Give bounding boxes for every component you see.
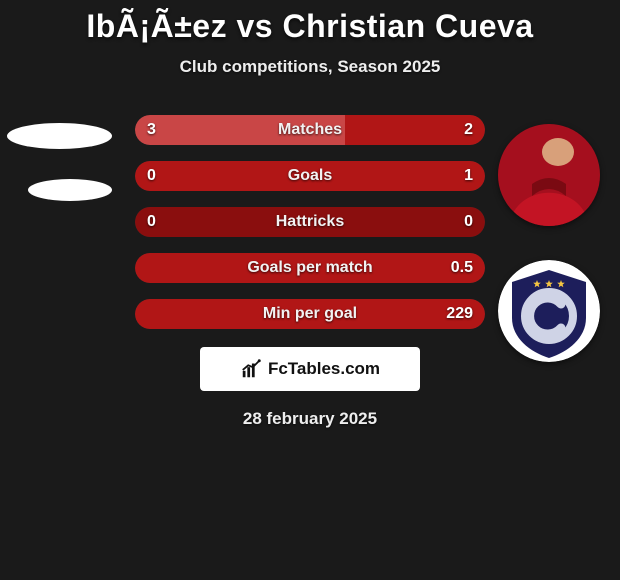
stat-row: Goals per match0.5 (135, 253, 485, 283)
stat-label: Min per goal (135, 299, 485, 329)
page-title: IbÃ¡Ã±ez vs Christian Cueva (0, 0, 620, 45)
stat-value-left: 3 (147, 115, 156, 145)
stats-rows: Matches32Goals01Hattricks00Goals per mat… (135, 115, 485, 329)
stat-value-left: 0 (147, 207, 156, 237)
stat-value-right: 0 (464, 207, 473, 237)
stat-value-right: 0.5 (451, 253, 473, 283)
stat-value-right: 229 (446, 299, 473, 329)
right-team-crest (498, 260, 600, 362)
stat-value-right: 1 (464, 161, 473, 191)
subtitle: Club competitions, Season 2025 (0, 57, 620, 77)
stat-row: Hattricks0 0 (135, 207, 485, 237)
attribution: FcTables.com (200, 347, 420, 391)
stat-label: Goals (135, 161, 485, 191)
stat-row: Goals0 1 (135, 161, 485, 191)
stat-row: Matches3 2 (135, 115, 485, 145)
stat-label: Hattricks (135, 207, 485, 237)
attribution-text: FcTables.com (268, 359, 380, 379)
left-player-photo (7, 123, 112, 149)
stat-row: Min per goal229 (135, 299, 485, 329)
stat-value-right: 2 (464, 115, 473, 145)
chart-icon (240, 358, 262, 380)
date: 28 february 2025 (0, 409, 620, 429)
stat-value-left: 0 (147, 161, 156, 191)
stat-label: Matches (135, 115, 485, 145)
left-team-crest (28, 179, 112, 201)
right-player-photo (498, 124, 600, 226)
stat-label: Goals per match (135, 253, 485, 283)
